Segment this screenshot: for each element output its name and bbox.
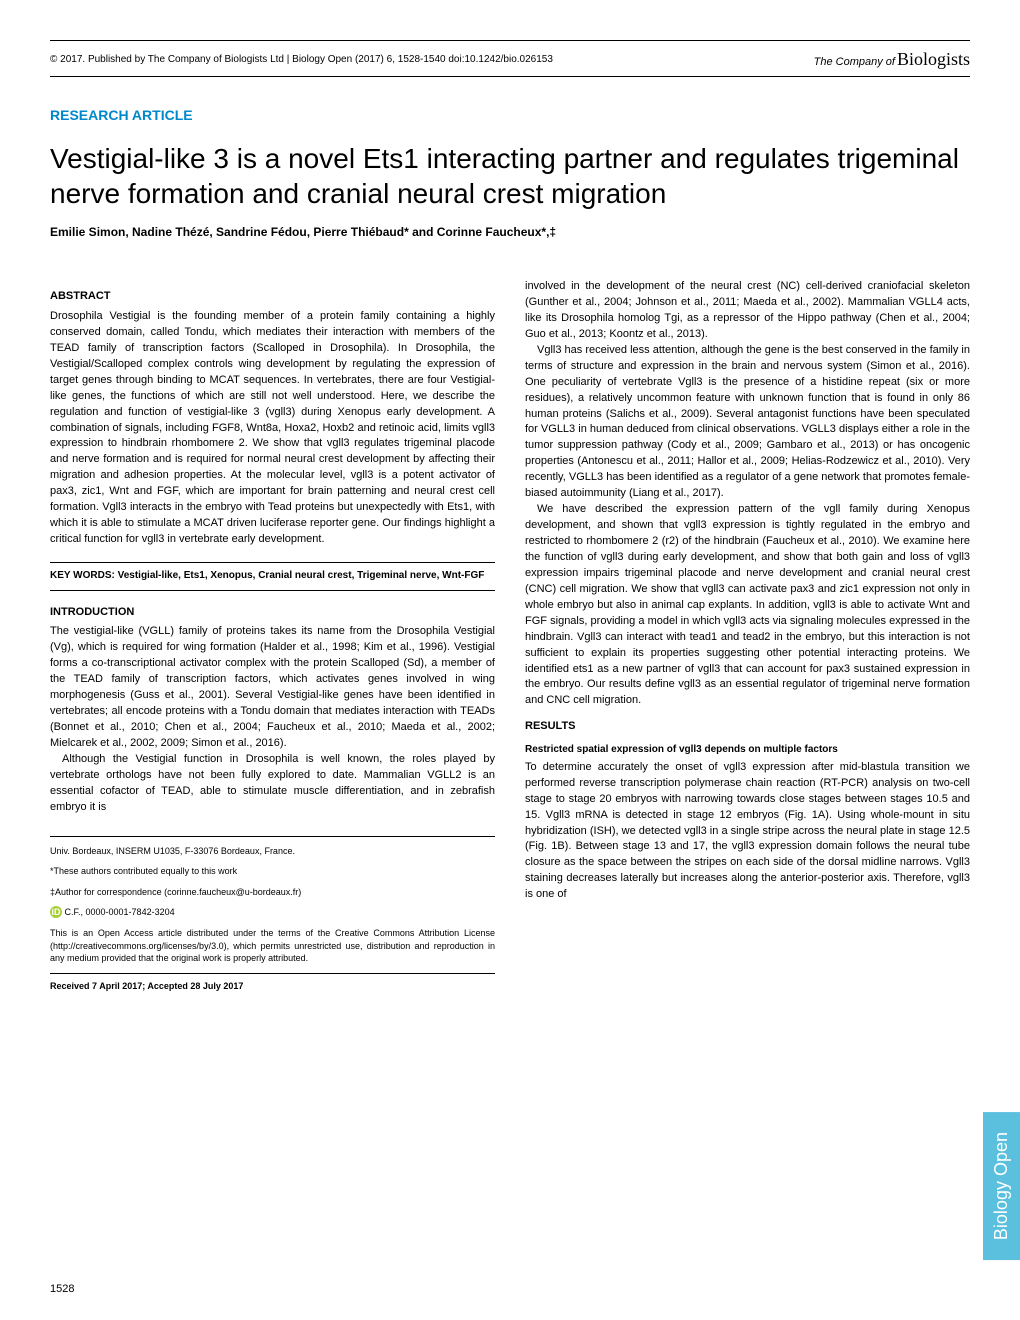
header-bottom-rule bbox=[50, 76, 970, 77]
intro-para-1: The vestigial-like (VGLL) family of prot… bbox=[50, 624, 495, 752]
header-row: © 2017. Published by The Company of Biol… bbox=[50, 49, 970, 70]
article-title: Vestigial-like 3 is a novel Ets1 interac… bbox=[50, 141, 970, 211]
received-date: Received 7 April 2017; Accepted 28 July … bbox=[50, 973, 495, 993]
col2-para-1: involved in the development of the neura… bbox=[525, 279, 970, 343]
abstract-heading: ABSTRACT bbox=[50, 289, 495, 305]
abstract-body: Drosophila Vestigial is the founding mem… bbox=[50, 309, 495, 548]
intro-para-2: Although the Vestigial function in Droso… bbox=[50, 752, 495, 816]
orcid-line: iD C.F., 0000-0001-7842-3204 bbox=[50, 906, 495, 919]
results-heading: RESULTS bbox=[525, 719, 970, 735]
publisher-logo: The Company of Biologists bbox=[814, 49, 970, 70]
logo-main: Biologists bbox=[897, 49, 970, 70]
correspondence-note: ‡Author for correspondence (corinne.fauc… bbox=[50, 886, 495, 899]
results-subheading: Restricted spatial expression of vgll3 d… bbox=[525, 743, 970, 758]
journal-side-tab: Biology Open bbox=[983, 1112, 1020, 1260]
orcid-icon: iD bbox=[50, 906, 62, 918]
page-number: 1528 bbox=[50, 1283, 74, 1295]
copyright-text: © 2017. Published by The Company of Biol… bbox=[50, 54, 553, 65]
right-column: involved in the development of the neura… bbox=[525, 279, 970, 992]
header-top-rule bbox=[50, 40, 970, 41]
footer-block: Univ. Bordeaux, INSERM U1035, F-33076 Bo… bbox=[50, 836, 495, 993]
col2-para-2: Vgll3 has received less attention, altho… bbox=[525, 343, 970, 502]
introduction-heading: INTRODUCTION bbox=[50, 605, 495, 621]
col2-para-3: We have described the expression pattern… bbox=[525, 502, 970, 709]
author-list: Emilie Simon, Nadine Thézé, Sandrine Féd… bbox=[50, 225, 970, 239]
affiliation-text: Univ. Bordeaux, INSERM U1035, F-33076 Bo… bbox=[50, 845, 495, 858]
license-text: This is an Open Access article distribut… bbox=[50, 927, 495, 965]
content-columns: ABSTRACT Drosophila Vestigial is the fou… bbox=[50, 279, 970, 992]
left-column: ABSTRACT Drosophila Vestigial is the fou… bbox=[50, 279, 495, 992]
keywords-block: KEY WORDS: Vestigial-like, Ets1, Xenopus… bbox=[50, 562, 495, 591]
logo-prefix: The Company of bbox=[814, 56, 895, 68]
contribution-note: *These authors contributed equally to th… bbox=[50, 865, 495, 878]
results-para-1: To determine accurately the onset of vgl… bbox=[525, 760, 970, 903]
orcid-text: C.F., 0000-0001-7842-3204 bbox=[65, 907, 175, 917]
article-type-label: RESEARCH ARTICLE bbox=[50, 107, 970, 123]
